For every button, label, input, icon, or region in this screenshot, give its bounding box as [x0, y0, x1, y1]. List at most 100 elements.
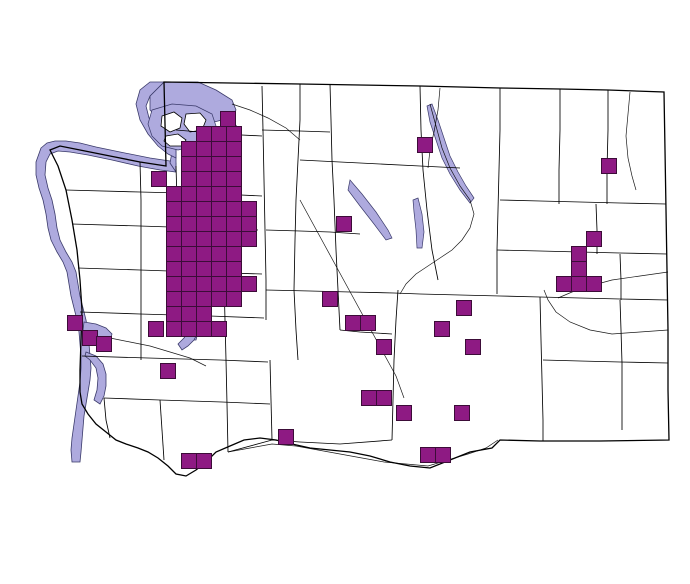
occurrence-cell: [196, 216, 212, 232]
occurrence-cell: [151, 171, 167, 187]
occurrence-cell: [211, 126, 227, 142]
county-line-v10: [539, 296, 544, 441]
occurrence-cell: [361, 390, 377, 406]
washington-state-outline: [49, 81, 670, 477]
occurrence-cell: [211, 216, 227, 232]
occurrence-cell: [417, 137, 433, 153]
occurrence-cell: [211, 291, 227, 307]
chehalis-river: [109, 337, 207, 367]
occurrence-cell: [226, 141, 242, 157]
occurrence-cell: [196, 141, 212, 157]
occurrence-cell: [211, 141, 227, 157]
occurrence-cell: [571, 246, 587, 262]
occurrence-cell: [196, 156, 212, 172]
occurrence-cell: [345, 315, 361, 331]
occurrence-cell: [226, 216, 242, 232]
county-line-v5: [269, 359, 273, 441]
occurrence-cell: [465, 339, 481, 355]
state-land: [49, 81, 670, 477]
occurrence-cell: [166, 216, 182, 232]
county-line-v4: [261, 85, 267, 320]
occurrence-cell: [211, 231, 227, 247]
occurrence-cell: [211, 156, 227, 172]
occurrence-cell: [396, 405, 412, 421]
pend-oreille-river: [625, 91, 637, 191]
occurrence-cell: [226, 276, 242, 292]
rivers: [109, 87, 669, 467]
occurrence-cell: [166, 291, 182, 307]
snake-river: [543, 289, 669, 335]
occurrence-cell: [166, 261, 182, 277]
occurrence-cell: [196, 276, 212, 292]
occurrence-cell: [336, 216, 352, 232]
occurrence-cell: [211, 171, 227, 187]
occurrence-cell: [181, 321, 197, 337]
occurrence-cell: [571, 276, 587, 292]
occurrence-cell: [166, 306, 182, 322]
occurrence-cell: [181, 291, 197, 307]
occurrence-cell: [160, 363, 176, 379]
lake-roosevelt: [426, 103, 475, 204]
occurrence-cell: [376, 390, 392, 406]
occurrence-cell: [226, 246, 242, 262]
occurrence-cell: [454, 405, 470, 421]
occurrence-cell: [166, 201, 182, 217]
occurrence-cell: [181, 261, 197, 277]
county-line-h13: [499, 199, 667, 205]
occurrence-cell: [148, 321, 164, 337]
occurrence-cell: [196, 246, 212, 262]
occurrence-cell: [211, 186, 227, 202]
county-line-h7: [265, 289, 421, 295]
county-line-v1: [139, 161, 142, 360]
occurrence-cell: [166, 186, 182, 202]
occurrence-cell: [241, 216, 257, 232]
occurrence-cell: [181, 231, 197, 247]
occurrence-cell: [96, 336, 112, 352]
county-line-v9: [496, 88, 501, 294]
occurrence-cell: [82, 330, 98, 346]
occurrence-cell: [434, 321, 450, 337]
occurrence-cell: [181, 246, 197, 262]
okanogan-river: [427, 87, 441, 169]
county-line-north1: [261, 129, 331, 133]
occurrence-cell: [196, 126, 212, 142]
occurrence-cell: [226, 156, 242, 172]
county-line-v15: [619, 299, 623, 430]
county-line-h14: [542, 359, 669, 364]
occurrence-cell: [226, 261, 242, 277]
occurrence-cell: [571, 261, 587, 277]
occurrence-cell: [166, 246, 182, 262]
county-line-sw2: [159, 399, 165, 461]
occurrence-cell: [435, 447, 451, 463]
county-line-h5: [81, 355, 269, 363]
county-line-h11: [419, 293, 669, 301]
occurrence-cell: [211, 246, 227, 262]
pacific-ocean-strip: [35, 140, 177, 463]
occurrence-cell: [360, 315, 376, 331]
banks-lake: [412, 197, 425, 249]
san-juan-island-land-1: [160, 111, 183, 133]
occurrence-cell: [166, 276, 182, 292]
occurrence-cell: [241, 201, 257, 217]
occurrence-cell: [181, 201, 197, 217]
occurrence-cell: [181, 186, 197, 202]
occurrence-cell: [181, 216, 197, 232]
county-line-v14: [619, 253, 622, 300]
occurrence-cell: [196, 306, 212, 322]
occurrence-cell: [220, 111, 236, 127]
occurrence-cell: [211, 261, 227, 277]
occurrence-cell: [322, 291, 338, 307]
county-line-v12: [606, 90, 609, 204]
yakima-river: [299, 199, 405, 399]
occurrence-cell: [181, 171, 197, 187]
occurrence-cell: [166, 231, 182, 247]
occurrence-cell: [226, 186, 242, 202]
occurrence-cell: [226, 126, 242, 142]
lake-chelan: [347, 179, 393, 241]
county-line-h8: [265, 229, 361, 235]
occurrence-cell: [420, 447, 436, 463]
county-line-v11: [558, 89, 561, 204]
occurrence-cell: [211, 276, 227, 292]
columbia-river-south: [227, 439, 499, 467]
